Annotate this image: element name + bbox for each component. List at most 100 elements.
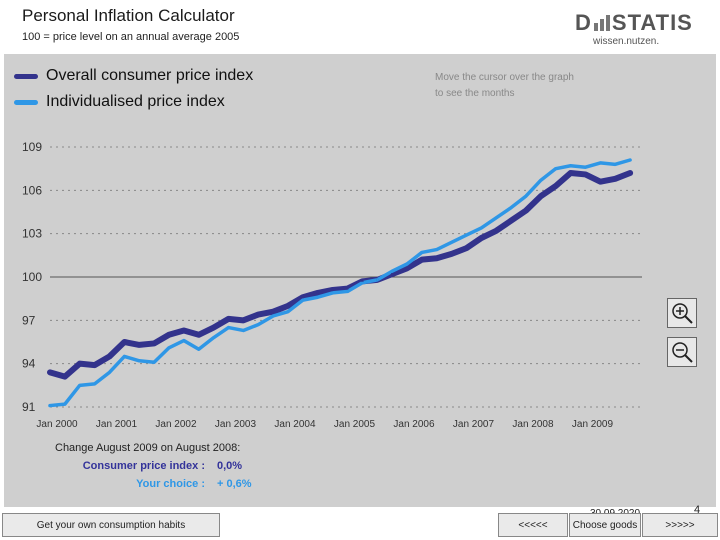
data-point-individual — [421, 251, 423, 253]
zoom-in-button[interactable] — [667, 298, 697, 328]
next-button[interactable]: >>>>> — [642, 513, 718, 537]
data-point-individual — [198, 348, 200, 350]
data-point-individual — [93, 383, 95, 385]
data-point-cpi — [599, 180, 601, 182]
page-subtitle: 100 = price level on an annual average 2… — [22, 31, 239, 43]
x-tick-label: Jan 2009 — [572, 419, 614, 430]
change-row-cpi: Consumer price index : 0,0% — [55, 460, 252, 472]
x-tick-label: Jan 2006 — [393, 419, 435, 430]
logo-tagline: wissen.nutzen. — [593, 36, 659, 47]
data-point-individual — [49, 404, 51, 406]
data-point-cpi — [93, 364, 95, 366]
data-point-individual — [108, 371, 110, 373]
data-point-individual — [614, 163, 616, 165]
data-point-individual — [317, 296, 319, 298]
x-tick-label: Jan 2008 — [512, 419, 554, 430]
y-tick-label: 91 — [22, 400, 36, 414]
change-choice-label: Your choice : — [55, 478, 205, 490]
legend: Overall consumer price index Individuali… — [14, 63, 253, 115]
data-point-individual — [391, 270, 393, 272]
data-point-cpi — [331, 289, 333, 291]
destatis-logo: D STATIS wissen.nutzen. — [575, 10, 693, 36]
series-line-cpi — [50, 173, 630, 377]
change-row-choice: Your choice : + 0,6% — [55, 478, 252, 490]
data-point-cpi — [629, 172, 631, 174]
legend-item-individual: Individualised price index — [14, 89, 253, 115]
data-point-individual — [138, 360, 140, 362]
data-point-individual — [153, 361, 155, 363]
data-point-cpi — [138, 344, 140, 346]
data-point-individual — [64, 403, 66, 405]
data-point-cpi — [421, 258, 423, 260]
data-point-individual — [168, 347, 170, 349]
data-point-cpi — [272, 310, 274, 312]
logo-letter-d: D — [575, 10, 592, 36]
x-tick-label: Jan 2001 — [96, 419, 138, 430]
data-point-cpi — [525, 209, 527, 211]
legend-swatch-individual — [14, 100, 38, 105]
data-point-cpi — [123, 341, 125, 343]
x-tick-label: Jan 2003 — [215, 419, 257, 430]
y-tick-label: 100 — [22, 270, 42, 284]
page-title: Personal Inflation Calculator — [22, 6, 235, 26]
zoom-out-button[interactable] — [667, 337, 697, 367]
y-tick-label: 106 — [22, 183, 42, 197]
data-point-individual — [346, 290, 348, 292]
data-point-cpi — [108, 355, 110, 357]
data-point-cpi — [212, 326, 214, 328]
data-point-individual — [257, 323, 259, 325]
x-tick-label: Jan 2004 — [274, 419, 316, 430]
x-tick-label: Jan 2000 — [36, 419, 78, 430]
data-point-individual — [183, 339, 185, 341]
data-point-individual — [272, 315, 274, 317]
choose-goods-button[interactable]: Choose goods — [569, 513, 641, 537]
change-summary: Change August 2009 on August 2008: Consu… — [55, 442, 252, 490]
x-tick-label: Jan 2005 — [334, 419, 376, 430]
hint-line-2: to see the months — [435, 86, 605, 102]
data-point-individual — [525, 195, 527, 197]
data-point-individual — [227, 326, 229, 328]
data-point-individual — [450, 241, 452, 243]
data-point-cpi — [465, 247, 467, 249]
data-point-cpi — [436, 257, 438, 259]
data-point-individual — [599, 162, 601, 164]
data-point-individual — [212, 336, 214, 338]
zoom-in-icon — [670, 301, 694, 325]
previous-button[interactable]: <<<<< — [498, 513, 568, 537]
hover-hint: Move the cursor over the graph to see th… — [435, 70, 605, 102]
data-point-individual — [242, 329, 244, 331]
logo-bars-icon — [594, 15, 610, 31]
data-point-cpi — [450, 253, 452, 255]
data-point-cpi — [540, 195, 542, 197]
data-point-cpi — [257, 313, 259, 315]
y-tick-label: 97 — [22, 313, 36, 327]
data-point-individual — [79, 384, 81, 386]
data-point-individual — [331, 292, 333, 294]
change-choice-value: + 0,6% — [217, 478, 252, 490]
y-tick-label: 103 — [22, 227, 42, 241]
data-point-cpi — [79, 362, 81, 364]
data-point-individual — [302, 299, 304, 301]
data-point-individual — [406, 263, 408, 265]
data-point-individual — [480, 227, 482, 229]
data-point-individual — [465, 234, 467, 236]
data-point-cpi — [64, 375, 66, 377]
legend-label-individual: Individualised price index — [46, 93, 225, 111]
data-point-individual — [287, 310, 289, 312]
data-point-cpi — [227, 318, 229, 320]
legend-label-cpi: Overall consumer price index — [46, 67, 253, 85]
data-point-cpi — [49, 371, 51, 373]
data-point-individual — [555, 167, 557, 169]
data-point-individual — [629, 159, 631, 161]
data-point-cpi — [346, 287, 348, 289]
data-point-individual — [510, 206, 512, 208]
get-consumption-habits-button[interactable]: Get your own consumption habits — [2, 513, 220, 537]
data-point-cpi — [287, 305, 289, 307]
data-point-cpi — [168, 334, 170, 336]
data-point-cpi — [391, 273, 393, 275]
data-point-cpi — [242, 319, 244, 321]
y-tick-label: 94 — [22, 357, 36, 371]
data-point-individual — [123, 355, 125, 357]
data-point-individual — [495, 217, 497, 219]
